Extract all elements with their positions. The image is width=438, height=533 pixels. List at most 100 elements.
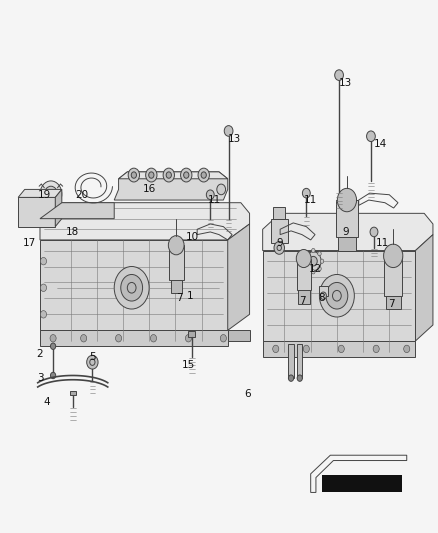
Bar xyxy=(297,259,311,290)
Text: 5: 5 xyxy=(89,352,95,362)
Polygon shape xyxy=(263,251,416,341)
Circle shape xyxy=(201,172,206,178)
Circle shape xyxy=(116,335,122,342)
Circle shape xyxy=(198,168,209,182)
Circle shape xyxy=(311,270,315,274)
Circle shape xyxy=(309,256,317,266)
Circle shape xyxy=(50,372,56,378)
Circle shape xyxy=(302,188,310,198)
Text: 20: 20 xyxy=(75,190,88,200)
Circle shape xyxy=(303,345,309,353)
Circle shape xyxy=(305,252,309,256)
Circle shape xyxy=(335,70,343,80)
Text: 11: 11 xyxy=(304,195,317,205)
Text: 7: 7 xyxy=(388,298,395,309)
Circle shape xyxy=(320,259,324,263)
Circle shape xyxy=(81,335,87,342)
Circle shape xyxy=(131,172,137,178)
Circle shape xyxy=(114,266,149,309)
Circle shape xyxy=(44,186,57,202)
Circle shape xyxy=(274,241,285,254)
Circle shape xyxy=(74,212,78,217)
Bar xyxy=(384,256,403,296)
Bar xyxy=(338,237,356,251)
Text: 6: 6 xyxy=(244,389,251,399)
Polygon shape xyxy=(228,224,250,330)
Text: 8: 8 xyxy=(318,293,325,303)
Bar xyxy=(318,286,328,296)
Bar xyxy=(297,344,302,378)
Text: 17: 17 xyxy=(22,238,36,247)
Text: 7: 7 xyxy=(177,293,183,303)
Bar xyxy=(263,341,416,357)
Text: 11: 11 xyxy=(208,195,221,205)
Circle shape xyxy=(326,282,348,309)
Bar xyxy=(321,475,403,492)
Circle shape xyxy=(217,184,226,195)
Circle shape xyxy=(185,335,191,342)
Circle shape xyxy=(168,236,184,255)
Text: 3: 3 xyxy=(37,373,43,383)
Text: 10: 10 xyxy=(186,232,199,243)
Circle shape xyxy=(318,252,321,256)
Circle shape xyxy=(373,345,379,353)
Circle shape xyxy=(320,292,326,300)
Circle shape xyxy=(224,126,233,136)
Text: 7: 7 xyxy=(299,296,305,306)
Bar xyxy=(298,290,310,304)
Circle shape xyxy=(146,168,157,182)
Circle shape xyxy=(121,274,143,301)
Circle shape xyxy=(318,266,321,271)
Polygon shape xyxy=(55,189,62,227)
Circle shape xyxy=(163,168,174,182)
Text: 19: 19 xyxy=(38,190,51,200)
Circle shape xyxy=(150,335,156,342)
Circle shape xyxy=(319,274,354,317)
Polygon shape xyxy=(40,240,228,330)
Bar xyxy=(188,332,195,337)
Circle shape xyxy=(149,172,154,178)
Circle shape xyxy=(370,227,378,237)
Bar xyxy=(169,245,184,280)
Circle shape xyxy=(50,343,56,350)
Text: 12: 12 xyxy=(308,264,321,274)
Circle shape xyxy=(367,131,375,142)
Circle shape xyxy=(206,190,214,199)
Bar xyxy=(336,200,358,237)
Bar xyxy=(70,391,76,395)
Text: 4: 4 xyxy=(43,397,50,407)
Bar xyxy=(40,330,228,346)
Bar xyxy=(386,296,401,309)
Polygon shape xyxy=(263,213,433,251)
Polygon shape xyxy=(119,172,228,179)
Circle shape xyxy=(296,249,311,268)
Circle shape xyxy=(50,335,56,342)
Circle shape xyxy=(128,168,140,182)
Text: 1: 1 xyxy=(187,290,194,301)
Circle shape xyxy=(184,172,189,178)
Text: 11: 11 xyxy=(376,238,389,247)
Polygon shape xyxy=(18,189,62,197)
Circle shape xyxy=(297,375,302,381)
Bar xyxy=(228,330,250,341)
Circle shape xyxy=(337,188,357,212)
Bar xyxy=(288,344,293,378)
Circle shape xyxy=(40,284,46,292)
Circle shape xyxy=(40,181,62,207)
Polygon shape xyxy=(114,172,228,200)
Bar xyxy=(72,207,80,214)
Text: 13: 13 xyxy=(228,134,241,144)
Text: 14: 14 xyxy=(374,139,387,149)
Text: 2: 2 xyxy=(37,349,43,359)
Circle shape xyxy=(180,168,192,182)
Circle shape xyxy=(288,375,293,381)
Bar xyxy=(171,280,182,293)
Text: 13: 13 xyxy=(339,78,352,88)
Polygon shape xyxy=(40,203,250,240)
Polygon shape xyxy=(40,203,114,219)
Circle shape xyxy=(384,244,403,268)
Circle shape xyxy=(305,266,309,271)
Circle shape xyxy=(305,252,321,271)
Circle shape xyxy=(404,345,410,353)
Circle shape xyxy=(338,345,344,353)
